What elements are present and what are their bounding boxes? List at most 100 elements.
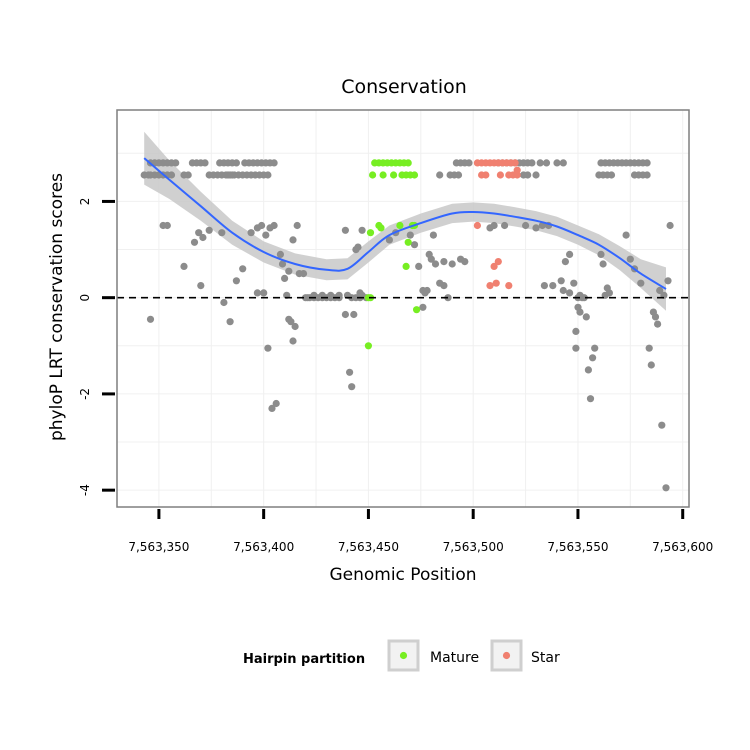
x-tick-label: 7,563,550 (547, 540, 608, 554)
point-other (528, 159, 536, 167)
x-tick-label: 7,563,350 (128, 540, 189, 554)
point-other (582, 313, 590, 321)
point-other (239, 265, 247, 273)
point-mature (369, 171, 377, 179)
point-other (272, 399, 280, 408)
legend-key-star (502, 651, 511, 660)
legend-key-mature (399, 651, 408, 660)
point-other (268, 404, 276, 412)
y-axis: 2 0 -2 -4 (78, 198, 115, 496)
legend-title: Hairpin partition (243, 652, 365, 667)
point-other (427, 255, 435, 263)
point-other (542, 159, 551, 167)
point-star (490, 262, 498, 270)
point-other (448, 260, 456, 268)
point-star (505, 282, 513, 290)
point-other (440, 282, 448, 290)
point-other (461, 258, 469, 266)
point-other (572, 327, 580, 335)
point-other (666, 221, 674, 230)
point-other (651, 313, 660, 321)
legend: Hairpin partition Mature Star (243, 639, 560, 672)
chart-title: Conservation (341, 76, 467, 98)
point-other (662, 484, 670, 492)
point-other (195, 229, 203, 237)
point-other (589, 354, 597, 362)
point-other (559, 159, 567, 167)
point-other (205, 226, 213, 234)
point-other (656, 286, 664, 295)
point-mature (364, 342, 372, 350)
point-other (465, 159, 473, 167)
point-other (501, 221, 509, 230)
point-other (276, 250, 284, 258)
point-other (163, 221, 171, 230)
y-tick-label: -2 (78, 388, 92, 400)
point-other (664, 277, 672, 285)
y-tick-label: 0 (78, 294, 92, 302)
plot-area (116, 109, 690, 508)
x-tick-label: 7,563,500 (443, 540, 504, 554)
point-other (264, 344, 272, 352)
point-other (289, 236, 297, 244)
smooth-trend-line (143, 157, 667, 290)
legend-item-star: Star (490, 639, 560, 672)
point-other (436, 171, 444, 179)
point-other (540, 282, 549, 290)
point-other (270, 159, 278, 167)
point-star (492, 279, 500, 287)
point-other (281, 274, 289, 282)
point-other (172, 159, 180, 167)
point-other (647, 361, 655, 369)
point-other (197, 282, 205, 290)
point-other (410, 241, 419, 249)
point-mature (404, 238, 412, 246)
point-other (232, 159, 240, 167)
point-other (431, 260, 440, 268)
point-other (253, 289, 261, 297)
point-other (645, 344, 653, 352)
point-star (473, 221, 481, 230)
point-other (291, 322, 299, 331)
point-other (532, 224, 540, 232)
point-other (419, 303, 427, 311)
points-layer (140, 159, 674, 492)
point-mature (402, 262, 410, 270)
point-other (626, 255, 634, 263)
point-other (287, 318, 295, 326)
point-star (482, 171, 490, 179)
y-tick-label: -4 (78, 484, 92, 496)
point-star (513, 166, 521, 174)
point-other (327, 291, 335, 299)
point-other (260, 289, 268, 297)
point-star (486, 282, 494, 290)
point-other (591, 344, 599, 352)
point-other (341, 226, 349, 234)
point-other (184, 171, 192, 179)
point-other (586, 395, 595, 403)
point-other (572, 344, 580, 352)
point-other (643, 171, 651, 179)
legend-item-mature: Mature (387, 639, 479, 672)
point-other (232, 277, 240, 285)
point-other (262, 231, 270, 239)
point-other (226, 318, 234, 326)
legend-label-mature: Mature (430, 650, 479, 666)
x-axis-label: Genomic Position (329, 565, 476, 585)
point-other (584, 366, 593, 374)
point-other (524, 171, 532, 179)
point-other (622, 231, 630, 239)
point-other (423, 286, 431, 295)
point-other (643, 159, 651, 167)
point-other (553, 159, 561, 167)
point-other (293, 221, 301, 230)
point-other (358, 226, 366, 234)
point-other (570, 279, 578, 287)
point-other (341, 310, 349, 319)
x-tick-label: 7,563,450 (338, 540, 399, 554)
point-star (511, 159, 519, 167)
point-other (605, 289, 614, 297)
point-mature (366, 229, 375, 237)
point-other (440, 258, 448, 266)
point-other (490, 221, 498, 230)
